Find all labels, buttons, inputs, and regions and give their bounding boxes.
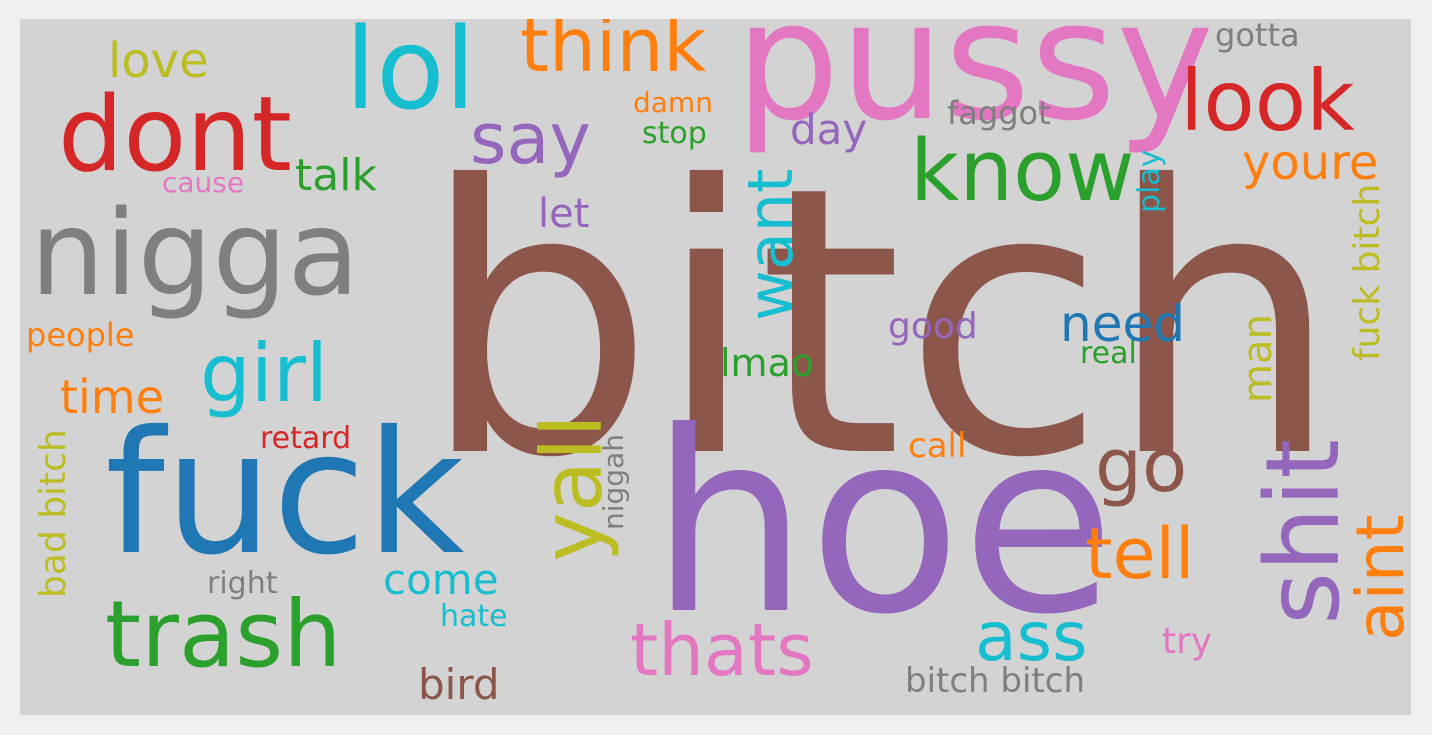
word-real: real [1080, 336, 1137, 371]
word-time: time [60, 370, 164, 424]
word-bitch: bitch [420, 109, 1341, 539]
word-tell: tell [1085, 513, 1195, 595]
word-want: want [734, 168, 807, 321]
word-shit: shit [1244, 438, 1363, 625]
word-damn: damn [633, 86, 713, 119]
word-let: let [538, 191, 590, 237]
word-bird: bird [418, 660, 500, 709]
word-come: come [383, 555, 499, 604]
word-pussy: pussy [735, 19, 1214, 157]
word-hate: hate [440, 599, 508, 634]
word-fuck-bitch: fuck bitch [1347, 183, 1388, 361]
word-bitch-bitch: bitch bitch [905, 661, 1086, 701]
word-right: right [207, 566, 278, 601]
word-call: call [908, 426, 967, 466]
word-stop: stop [642, 116, 707, 151]
word-know: know [910, 122, 1135, 221]
word-faggot: faggot [947, 94, 1051, 132]
word-cloud: bitch hoe pussy fuck nigga dont lol trash shit lo… [20, 19, 1411, 715]
word-say: say [470, 98, 591, 180]
word-trash: trash [105, 581, 342, 688]
word-man: man [1235, 314, 1281, 403]
word-cause: cause [162, 166, 245, 199]
word-good: good [888, 306, 978, 347]
word-girl: girl [200, 327, 329, 420]
word-think: think [520, 19, 707, 89]
word-retard: retard [260, 421, 352, 456]
word-gotta: gotta [1215, 19, 1300, 54]
word-aint: aint [1342, 514, 1411, 642]
word-bad-bitch: bad bitch [33, 429, 74, 598]
word-fuck: fuck [105, 395, 465, 593]
word-play: play [1132, 149, 1167, 213]
word-look: look [1180, 52, 1355, 150]
word-dont: dont [58, 75, 293, 195]
word-lol: lol [345, 19, 476, 135]
word-hoe: hoe [650, 378, 1116, 669]
word-lmao: lmao [720, 341, 815, 385]
word-nigga: nigga [30, 184, 360, 322]
word-go: go [1095, 423, 1188, 509]
word-talk: talk [295, 150, 377, 201]
word-people: people [26, 316, 135, 354]
word-youre: youre [1242, 135, 1379, 191]
word-thats: thats [630, 608, 814, 692]
word-love: love [108, 33, 209, 89]
word-need: need [1060, 295, 1185, 353]
word-day: day [790, 105, 868, 154]
word-ass: ass [975, 598, 1088, 677]
word-try: try [1162, 621, 1213, 662]
word-niggah: niggah [597, 434, 630, 530]
